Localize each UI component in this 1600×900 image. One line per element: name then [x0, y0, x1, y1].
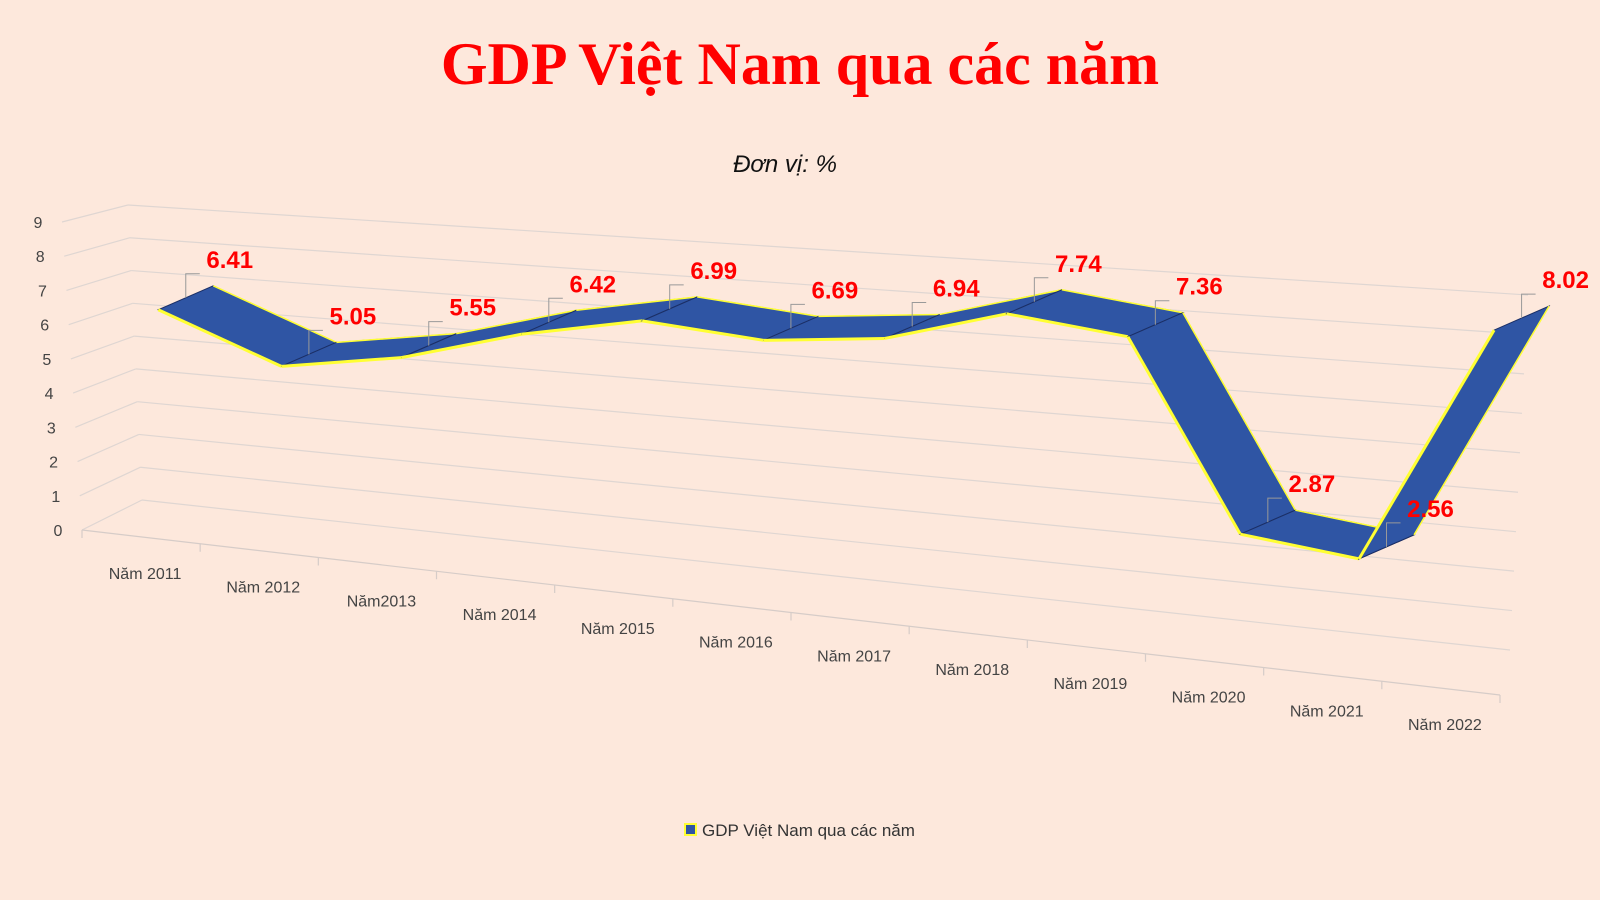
gridline-side-8 — [64, 237, 130, 257]
ribbon-edge — [1357, 329, 1496, 560]
gridline-side-2 — [77, 433, 140, 463]
y-tick-label: 9 — [34, 215, 43, 232]
ribbon-edge — [400, 332, 522, 360]
leader-line — [1154, 300, 1170, 325]
leader-line — [308, 329, 323, 355]
y-axis: 0 1 2 3 4 5 6 7 8 9 — [34, 215, 63, 540]
leader-line — [185, 273, 200, 298]
data-label: 7.36 — [1176, 274, 1223, 301]
x-tick-label: Năm 2019 — [1054, 676, 1128, 693]
leader-line — [1386, 522, 1401, 547]
ribbon-edge-top — [1061, 289, 1184, 314]
ribbon-edge — [1006, 312, 1129, 339]
y-tick-label: 8 — [36, 249, 45, 266]
ribbon-edge — [1240, 532, 1360, 561]
ribbon-edge-top — [1413, 305, 1550, 536]
gridline-side-3 — [75, 401, 138, 428]
y-tick-label: 4 — [45, 386, 54, 403]
gridline-side-4 — [72, 368, 136, 394]
series-ribbon — [157, 285, 1551, 561]
x-tick-label: Năm 2017 — [817, 648, 891, 665]
gridline-3 — [137, 401, 1517, 533]
legend-label: GDP Việt Nam qua các năm — [702, 821, 915, 840]
data-label: 6.42 — [569, 271, 616, 298]
ribbon-edge — [157, 308, 283, 368]
gridline-side-9 — [61, 204, 129, 223]
ribbon-edge-top — [456, 309, 577, 335]
leader-line — [428, 321, 443, 346]
x-tick-label: Năm 2015 — [581, 621, 655, 638]
chart-title: GDP Việt Nam qua các năm — [440, 31, 1160, 97]
x-tick-label: Năm 2021 — [1290, 703, 1364, 720]
y-tick-label: 0 — [54, 523, 63, 540]
y-tick-label: 1 — [51, 489, 60, 506]
leader-line — [911, 301, 927, 327]
ribbon-edge — [521, 319, 643, 336]
ribbon-edge-top — [818, 313, 940, 318]
y-tick-label: 6 — [40, 318, 49, 335]
x-tick-label: Năm 2014 — [463, 607, 537, 624]
ribbon-edge — [281, 356, 402, 368]
data-labels: 6.41 5.05 5.55 6.42 6.99 6.69 6.94 7.74 7.36 2.87… — [185, 247, 1589, 547]
x-tick-label: Năm2013 — [347, 593, 416, 610]
data-label: 2.56 — [1407, 496, 1454, 523]
leader-line — [548, 297, 563, 323]
gridline-6 — [132, 302, 1523, 414]
data-label: 5.55 — [449, 295, 496, 322]
ribbon-edge — [884, 312, 1008, 340]
y-tick-label: 7 — [38, 283, 47, 300]
gridline-4 — [135, 368, 1519, 493]
gridline-side-6 — [68, 302, 133, 326]
ribbon-edge — [763, 336, 885, 342]
gridline-8 — [129, 237, 1527, 336]
x-tick-label: Năm 2016 — [699, 635, 773, 652]
data-label: 2.87 — [1288, 471, 1335, 498]
x-tick-label: Năm 2022 — [1408, 717, 1482, 734]
ribbon-edge-top — [212, 285, 337, 344]
gridline-1 — [140, 466, 1513, 612]
y-tick-label: 3 — [47, 420, 56, 437]
x-tick-label: Năm 2012 — [226, 580, 300, 597]
data-label: 6.94 — [933, 275, 980, 302]
y-tick-label: 5 — [42, 352, 51, 369]
data-label: 6.69 — [812, 277, 859, 304]
y-tick-label: 2 — [49, 455, 58, 472]
legend[interactable]: GDP Việt Nam qua các năm — [684, 821, 915, 840]
ribbon-segment — [1357, 305, 1551, 560]
gridline-2 — [138, 433, 1515, 572]
data-label: 8.02 — [1542, 267, 1589, 294]
data-label: 6.99 — [690, 258, 737, 285]
x-tick-label: Năm 2020 — [1172, 690, 1246, 707]
gridline-side-1 — [79, 466, 141, 497]
leader-line — [790, 303, 805, 329]
ribbon-edge-top — [336, 332, 457, 344]
x-tick-label: Năm 2011 — [109, 566, 182, 583]
ribbon-edge — [1126, 335, 1242, 535]
leader-line — [1521, 293, 1536, 319]
leader-line — [669, 284, 684, 309]
gridline-9 — [127, 204, 1529, 296]
ribbon-edge-top — [939, 289, 1062, 316]
data-label: 6.41 — [206, 247, 253, 274]
gridline-0 — [141, 499, 1511, 651]
ribbon-segment — [1127, 312, 1297, 535]
x-tick-label: Năm 2018 — [935, 662, 1009, 679]
data-label: 5.05 — [330, 303, 377, 330]
x-axis: Năm 2011 Năm 2012 Năm2013 Năm 2014 Năm 2015 N… — [81, 529, 1501, 734]
gridline-side-0 — [81, 499, 143, 531]
gridline-side-7 — [66, 269, 132, 292]
legend-swatch — [684, 823, 697, 836]
data-label: 7.74 — [1055, 251, 1102, 278]
ribbon-edge — [641, 319, 764, 342]
ribbon-edge-top — [697, 296, 819, 318]
ribbon-edge-top — [576, 296, 698, 312]
gridline-side-5 — [70, 335, 135, 360]
ribbon-edge-top — [1182, 312, 1296, 511]
chart-subtitle: Đơn vị: % — [733, 151, 837, 178]
leader-line — [1033, 277, 1049, 302]
leader-line — [1267, 497, 1282, 523]
